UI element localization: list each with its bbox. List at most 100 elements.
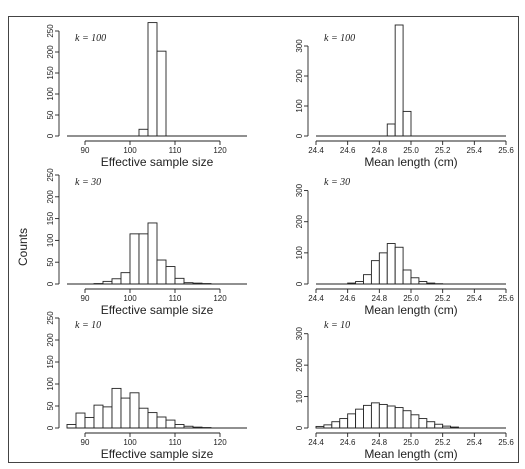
panel-1-k-annotation: k = 100 bbox=[75, 33, 106, 44]
panel-1-bar-2 bbox=[147, 22, 158, 137]
panel-2-x-tick-label: 25.0 bbox=[403, 146, 419, 155]
panel-4-x-tick-label: 25.4 bbox=[467, 294, 483, 303]
panel-6-bar-4 bbox=[339, 418, 349, 429]
panel-4-x-tick-label: 25.6 bbox=[498, 294, 514, 303]
panel-3-x-tick-label: 90 bbox=[81, 294, 90, 303]
panel-5-y-tick-label: 150 bbox=[46, 355, 55, 369]
panel-1-bar-1 bbox=[138, 128, 149, 137]
panel-6-x-axis-label: Mean length (cm) bbox=[364, 447, 457, 461]
panel-6-bar-11 bbox=[394, 407, 404, 429]
panel-5-x-tick-label: 90 bbox=[81, 438, 90, 447]
panel-5-y-tick-label: 0 bbox=[46, 425, 55, 430]
panel-5-bar-13 bbox=[174, 424, 185, 429]
panel-6-y-tick-label: 0 bbox=[295, 425, 304, 430]
panel-1-y-tick-label: 250 bbox=[46, 24, 55, 38]
panel-4-bar-4 bbox=[370, 260, 380, 285]
panel-1-x-tick-label: 110 bbox=[169, 146, 182, 155]
panel-5-bar-1 bbox=[66, 424, 77, 429]
panel-2-bar-1 bbox=[386, 123, 396, 137]
panel-1-x-tick-label: 100 bbox=[123, 146, 137, 155]
panel-4-y-tick-label: 200 bbox=[295, 214, 304, 228]
panel-3-bar-5 bbox=[129, 233, 140, 285]
panel-2-bar-2 bbox=[394, 24, 404, 137]
panel-4-x-tick-label: 25.2 bbox=[435, 294, 451, 303]
panel-6-bar-2 bbox=[323, 424, 333, 429]
panel-1-x-axis-label: Effective sample size bbox=[101, 155, 214, 169]
panel-4-bar-9 bbox=[410, 277, 420, 285]
panel-5-bar-2 bbox=[75, 412, 86, 429]
panel-2-y-tick-label: 0 bbox=[295, 133, 304, 138]
panel-5-bar-6 bbox=[111, 387, 122, 429]
panel-4-k-annotation: k = 30 bbox=[324, 177, 350, 188]
panel-5-y-tick-label: 200 bbox=[46, 333, 55, 347]
panel-4-bar-8 bbox=[402, 269, 412, 285]
panel-3-x-tick-label: 100 bbox=[123, 294, 137, 303]
panel-1-y-tick-label: 0 bbox=[46, 133, 55, 138]
panel-6-x-tick-label: 25.4 bbox=[467, 438, 483, 447]
panel-1-x-tick-label: 120 bbox=[213, 146, 227, 155]
panel-6-x-tick-label: 25.6 bbox=[498, 438, 514, 447]
panel-3-y-tick-label: 150 bbox=[46, 211, 55, 225]
panel-6-bar-9 bbox=[378, 403, 388, 429]
panel-3-bar-6 bbox=[138, 233, 149, 285]
panel-3-bar-7 bbox=[147, 222, 158, 285]
panel-5-x-tick-label: 100 bbox=[123, 438, 137, 447]
panel-3-bar-9 bbox=[165, 266, 176, 285]
panel-6-bar-6 bbox=[355, 408, 364, 429]
panel-6-y-tick-label: 100 bbox=[295, 389, 304, 403]
panel-5-bar-3 bbox=[84, 416, 95, 429]
panel-5-y-tick-label: 250 bbox=[46, 311, 55, 325]
panel-6-bar-3 bbox=[331, 421, 341, 429]
panel-6-bar-15 bbox=[426, 421, 436, 429]
panel-5-k-annotation: k = 10 bbox=[75, 320, 101, 331]
panel-2-bar-3 bbox=[402, 110, 412, 137]
panel-4-y-tick-label: 300 bbox=[295, 183, 304, 197]
panel-5-bar-11 bbox=[156, 416, 167, 429]
panel-5-x-axis-label: Effective sample size bbox=[101, 447, 214, 461]
panel-2-x-tick-label: 25.6 bbox=[498, 146, 514, 155]
panel-3-x-axis-label: Effective sample size bbox=[101, 303, 214, 317]
panel-5-bar-7 bbox=[120, 397, 131, 429]
panel-3-x-tick-label: 120 bbox=[213, 294, 227, 303]
panel-6-bar-12 bbox=[402, 410, 412, 429]
panel-3-y-tick-label: 250 bbox=[46, 168, 55, 182]
panel-3-bar-4 bbox=[120, 272, 131, 285]
panel-2-x-axis-label: Mean length (cm) bbox=[364, 155, 457, 169]
panel-6-y-tick-label: 300 bbox=[295, 326, 304, 340]
panel-3-y-tick-label: 0 bbox=[46, 281, 55, 286]
panel-4-x-tick-label: 24.4 bbox=[308, 294, 324, 303]
panel-2-x-tick-label: 24.4 bbox=[308, 146, 324, 155]
panel-1-y-tick-label: 150 bbox=[46, 66, 55, 80]
panel-2-x-tick-label: 25.4 bbox=[467, 146, 483, 155]
panel-5-x-tick-label: 120 bbox=[213, 438, 227, 447]
panel-4-x-tick-label: 24.8 bbox=[372, 294, 388, 303]
y-axis-label: Counts bbox=[16, 228, 30, 266]
panel-5-bar-8 bbox=[129, 392, 140, 429]
panel-6-bar-10 bbox=[386, 405, 396, 429]
panel-4-bar-7 bbox=[394, 246, 404, 285]
panel-4-y-tick-label: 100 bbox=[295, 246, 304, 260]
panel-6-bar-5 bbox=[347, 413, 357, 429]
panel-6-x-tick-label: 24.8 bbox=[372, 438, 388, 447]
panel-3-bar-8 bbox=[156, 259, 167, 285]
panel-4-bar-6 bbox=[386, 243, 396, 285]
panel-4-x-tick-label: 24.6 bbox=[340, 294, 356, 303]
panel-3-y-tick-label: 200 bbox=[46, 190, 55, 204]
panel-5-bar-4 bbox=[93, 404, 104, 429]
panel-5-bar-10 bbox=[147, 412, 158, 429]
panel-5-bar-12 bbox=[165, 419, 176, 429]
panel-3-y-tick-label: 100 bbox=[46, 233, 55, 247]
panel-2-k-annotation: k = 100 bbox=[324, 33, 355, 44]
panel-4-x-tick-label: 25.0 bbox=[403, 294, 419, 303]
panel-6-bar-16 bbox=[434, 423, 444, 429]
panel-5-y-tick-label: 50 bbox=[46, 401, 55, 410]
panel-6-x-tick-label: 24.6 bbox=[340, 438, 356, 447]
panel-4-x-axis-label: Mean length (cm) bbox=[364, 303, 457, 317]
panel-1-y-tick-label: 50 bbox=[46, 110, 55, 119]
panel-6-bar-7 bbox=[363, 404, 372, 429]
panel-4-bar-3 bbox=[363, 274, 372, 285]
panel-4-bar-5 bbox=[378, 252, 388, 285]
panel-6-x-tick-label: 25.0 bbox=[403, 438, 419, 447]
panel-1-y-tick-label: 100 bbox=[46, 87, 55, 101]
